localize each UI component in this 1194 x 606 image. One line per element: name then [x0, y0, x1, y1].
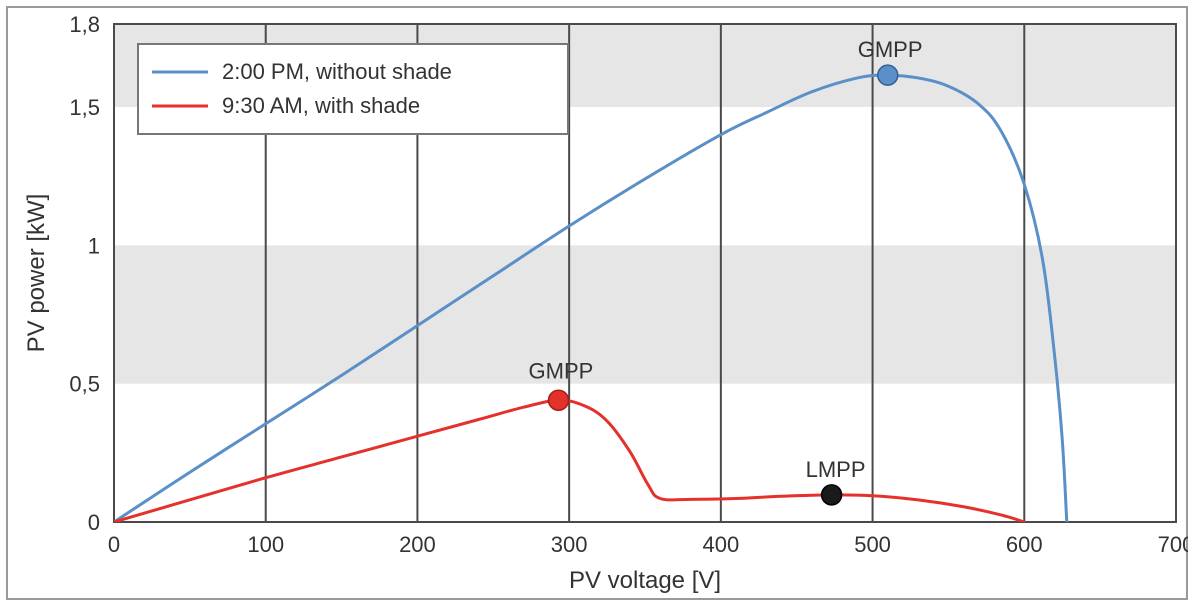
- x-tick-label: 0: [108, 532, 120, 557]
- x-tick-label: 100: [247, 532, 284, 557]
- x-tick-label: 300: [551, 532, 588, 557]
- y-tick-label: 1: [88, 233, 100, 258]
- chart-svg: GMPP GMPP LMPP 0 100 200 300 400 500 600 700 PV vol…: [6, 6, 1188, 600]
- y-tick-label: 1,8: [69, 12, 100, 37]
- x-tick-label: 500: [854, 532, 891, 557]
- y-tick-label: 0: [88, 510, 100, 535]
- marker-label-0: GMPP: [858, 37, 923, 62]
- marker-point-0: [878, 65, 898, 85]
- legend-label: 2:00 PM, without shade: [222, 59, 452, 84]
- x-axis-label: PV voltage [V]: [569, 567, 721, 594]
- marker-point-2: [822, 485, 842, 505]
- marker-point-1: [549, 390, 569, 410]
- x-tick-label: 700: [1158, 532, 1188, 557]
- x-tick-label: 600: [1006, 532, 1043, 557]
- pv-power-curve-chart: GMPP GMPP LMPP 0 100 200 300 400 500 600 700 PV vol…: [0, 0, 1194, 606]
- legend-box: [138, 44, 568, 134]
- marker-label-2: LMPP: [806, 457, 866, 482]
- y-tick-label: 0,5: [69, 372, 100, 397]
- marker-label-1: GMPP: [529, 358, 594, 383]
- x-tick-label: 400: [702, 532, 739, 557]
- x-tick-label: 200: [399, 532, 436, 557]
- y-axis-label: PV power [kW]: [23, 194, 50, 353]
- y-tick-label: 1,5: [69, 95, 100, 120]
- legend-label: 9:30 AM, with shade: [222, 93, 420, 118]
